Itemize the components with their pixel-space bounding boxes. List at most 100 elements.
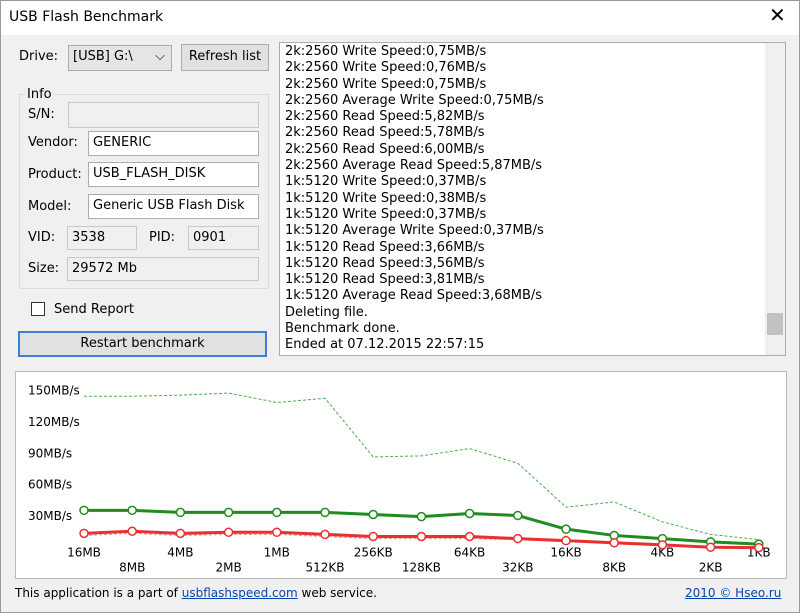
data-point	[657, 540, 668, 550]
data-point	[79, 505, 89, 516]
log-line: 2k:2560 Read Speed:6,00MB/s	[285, 141, 485, 157]
log-line: 2k:2560 Write Speed:0,75MB/s	[285, 44, 487, 59]
data-point	[561, 524, 571, 534]
x-tick-label: 16KB	[550, 546, 581, 560]
data-point	[272, 527, 282, 538]
sn-field	[68, 102, 259, 128]
y-tick-label: 150MB/s	[28, 383, 80, 397]
x-tick-label: 64KB	[454, 546, 485, 560]
field-label: Vendor:	[28, 135, 78, 150]
data-point	[609, 538, 619, 548]
log-line: 1k:5120 Write Speed:0,37MB/s	[285, 174, 487, 190]
field-label: VID:	[28, 230, 56, 245]
field-label: PID:	[149, 230, 176, 245]
data-point	[223, 507, 234, 518]
log-line: 2k:2560 Average Read Speed:5,87MB/s	[285, 158, 543, 174]
vid-field: 3538	[67, 226, 137, 250]
info-title: Info	[25, 87, 54, 102]
log-line: 1k:5120 Read Speed:3,66MB/s	[285, 239, 485, 255]
log-line: Deleting file.	[285, 304, 368, 320]
footer: This application is a part of usbflashsp…	[15, 586, 377, 600]
log-line: 1k:5120 Read Speed:3,56MB/s	[285, 255, 485, 271]
data-point	[754, 542, 764, 553]
pid-field: 0901	[188, 226, 259, 250]
x-tick-label: 4KB	[651, 546, 675, 560]
close-button[interactable]: ✕	[769, 3, 786, 27]
product-field[interactable]: USB_FLASH_DISK	[88, 162, 259, 187]
log-line: 2k:2560 Write Speed:0,76MB/s	[285, 60, 487, 76]
data-point	[127, 526, 137, 537]
info-group	[19, 94, 269, 289]
x-tick-label: 128KB	[402, 561, 441, 575]
footer-text: This application is a part of	[15, 586, 178, 600]
data-point	[416, 511, 427, 522]
data-point	[513, 533, 523, 544]
model-field[interactable]: Generic USB Flash Disk	[88, 194, 259, 219]
data-point	[561, 535, 571, 546]
data-point	[175, 507, 186, 518]
window-title: USB Flash Benchmark	[9, 9, 164, 25]
scrollbar[interactable]	[765, 43, 785, 355]
checkbox[interactable]	[31, 302, 45, 316]
title-bar	[1, 1, 799, 35]
data-point	[416, 531, 427, 542]
x-tick-label: 1MB	[264, 546, 290, 560]
data-point	[705, 542, 716, 552]
copyright[interactable]: 2010 © Hseo.ru	[685, 586, 782, 600]
drive-value: [USB] G:\	[73, 49, 133, 64]
log-line: 1k:5120 Write Speed:0,37MB/s	[285, 206, 487, 222]
checkbox-label: Send Report	[54, 302, 134, 317]
x-tick-label: 32KB	[502, 561, 533, 575]
x-tick-label: 8KB	[602, 561, 626, 575]
data-point	[368, 509, 378, 520]
log-box: 2k:2560 Write Speed:0,75MB/s 2k:2560 Writ…	[279, 42, 786, 356]
drive-label: Drive:	[19, 49, 59, 64]
drive-select[interactable]: [USB] G:\ ⌵	[68, 45, 172, 71]
y-tick-label: 30MB/s	[28, 509, 72, 523]
series-line	[84, 392, 759, 541]
log-line: 1k:5120 Average Read Speed:3,68MB/s	[285, 288, 543, 304]
log-line: 1k:5120 Read Speed:3,81MB/s	[285, 272, 485, 288]
x-tick-label: 2KB	[699, 561, 723, 575]
log-line: 2k:2560 Average Write Speed:0,75MB/s	[285, 92, 544, 108]
field-label: Product:	[28, 167, 82, 182]
data-point	[272, 507, 282, 518]
data-point	[79, 528, 89, 539]
x-tick-label: 4MB	[167, 546, 193, 560]
field-label: Model:	[28, 199, 72, 214]
x-tick-label: 16MB	[67, 546, 101, 560]
data-point	[320, 507, 330, 518]
field-label: Size:	[28, 261, 60, 276]
x-tick-label: 512KB	[305, 561, 344, 575]
data-point	[464, 508, 475, 519]
data-point	[368, 531, 378, 542]
data-point	[320, 529, 330, 540]
data-point	[127, 505, 137, 516]
footer-text: web service.	[301, 586, 377, 600]
y-tick-label: 120MB/s	[28, 415, 80, 429]
chart: 30MB/s 60MB/s 90MB/s 120MB/s 150MB/s 16MB 8MB 4…	[15, 371, 787, 579]
log-line: Ended at 07.12.2015 22:57:15	[285, 337, 485, 353]
x-tick-label: 8MB	[119, 561, 145, 575]
log-list: 2k:2560 Write Speed:0,75MB/s 2k:2560 Writ…	[285, 44, 544, 354]
y-tick-label: 90MB/s	[28, 446, 72, 460]
log-line: 1k:5120 Average Write Speed:0,37MB/s	[285, 223, 544, 239]
y-tick-label: 60MB/s	[28, 478, 72, 492]
data-point	[513, 510, 523, 521]
restart-button[interactable]: Restart benchmark	[18, 331, 267, 357]
refresh-button[interactable]: Refresh list	[181, 44, 269, 71]
vendor-field[interactable]: GENERIC	[88, 131, 259, 156]
log-line: 1k:5120 Write Speed:0,38MB/s	[285, 190, 487, 206]
footer-link[interactable]: usbflashspeed.com	[181, 586, 298, 600]
field-label: S/N:	[28, 107, 55, 122]
x-tick-label: 2MB	[215, 561, 241, 575]
log-line: 2k:2560 Read Speed:5,82MB/s	[285, 109, 485, 125]
log-line: 2k:2560 Write Speed:0,75MB/s	[285, 76, 487, 92]
data-point	[175, 528, 186, 539]
data-point	[223, 527, 234, 538]
log-line: 2k:2560 Read Speed:5,78MB/s	[285, 125, 485, 141]
data-point	[464, 531, 475, 542]
size-field: 29572 Mb	[67, 257, 259, 281]
x-tick-label: 256KB	[354, 546, 393, 560]
